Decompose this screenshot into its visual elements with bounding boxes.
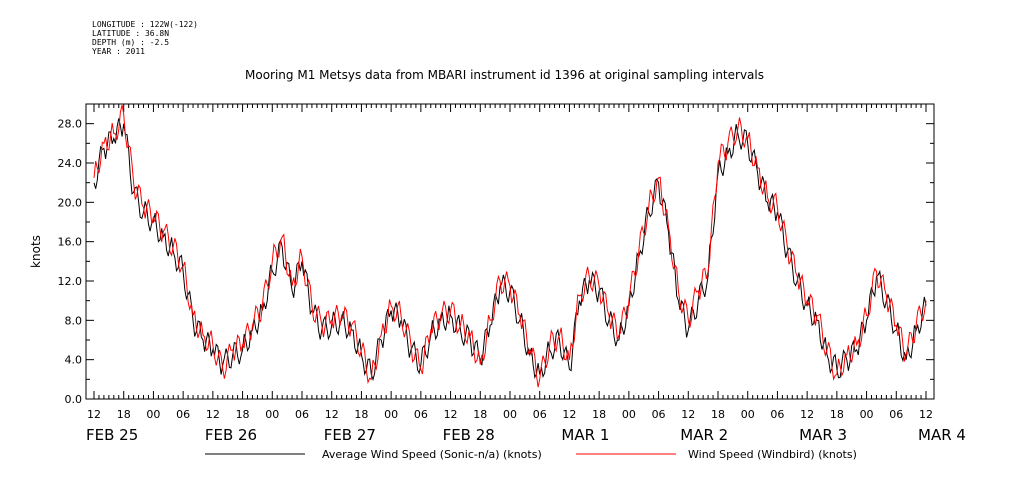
meta-depth: DEPTH (m) : -2.5 [92,38,170,47]
x-hour-label: 00 [503,408,517,421]
x-date-label: MAR 3 [799,426,847,444]
legend-label-average-wind: Average Wind Speed (Sonic-n/a) (knots) [322,448,542,461]
x-date-label: FEB 28 [443,426,495,444]
plot-frame [85,103,935,400]
y-tick-label: 4.0 [65,354,83,367]
x-hour-label: 06 [889,408,903,421]
x-hour-label: 00 [860,408,874,421]
x-hour-label: 06 [414,408,428,421]
x-hour-label: 06 [533,408,547,421]
x-hour-label: 06 [176,408,190,421]
x-hour-label: 12 [562,408,576,421]
legend-label-windbird: Wind Speed (Windbird) (knots) [688,448,857,461]
x-hour-label: 00 [622,408,636,421]
x-hour-label: 12 [87,408,101,421]
meta-longitude: LONGITUDE : 122W(-122) [92,20,198,29]
x-date-label: FEB 27 [324,426,376,444]
x-date-label: FEB 26 [205,426,257,444]
x-hour-label: 00 [384,408,398,421]
x-hour-label: 12 [444,408,458,421]
y-tick-label: 12.0 [58,275,83,288]
x-hour-label: 00 [741,408,755,421]
metadata-block: LONGITUDE : 122W(-122) LATITUDE : 36.8N … [92,20,198,56]
x-hour-label: 06 [652,408,666,421]
meta-year: YEAR : 2011 [92,47,145,56]
x-hour-label: 18 [473,408,487,421]
x-hour-label: 12 [919,408,933,421]
y-tick-label: 20.0 [58,196,83,209]
y-tick-label: 8.0 [65,314,83,327]
chart-title: Mooring M1 Metsys data from MBARI instru… [245,68,764,82]
y-tick-label: 28.0 [58,118,83,131]
x-hour-label: 18 [592,408,606,421]
y-tick-label: 0.0 [65,393,83,406]
x-date-label: MAR 2 [680,426,728,444]
x-hour-label: 06 [770,408,784,421]
series-line-average-wind [93,118,927,382]
x-date-label: MAR 4 [918,426,966,444]
y-tick-label: 24.0 [58,157,83,170]
x-hour-label: 18 [830,408,844,421]
x-date-label: MAR 1 [561,426,609,444]
x-date-label: FEB 25 [86,426,138,444]
x-hour-label: 18 [354,408,368,421]
x-hour-label: 18 [711,408,725,421]
series-line-windbird [93,104,927,388]
x-hour-label: 12 [800,408,814,421]
meta-latitude: LATITUDE : 36.8N [92,29,170,38]
x-hour-label: 12 [681,408,695,421]
x-hour-label: 18 [236,408,250,421]
x-hour-label: 00 [265,408,279,421]
x-hour-label: 06 [295,408,309,421]
y-axis-label: knots [29,235,43,268]
x-hour-label: 00 [146,408,160,421]
x-hour-label: 12 [325,408,339,421]
y-tick-label: 16.0 [58,236,83,249]
x-hour-label: 12 [206,408,220,421]
x-hour-label: 18 [117,408,131,421]
